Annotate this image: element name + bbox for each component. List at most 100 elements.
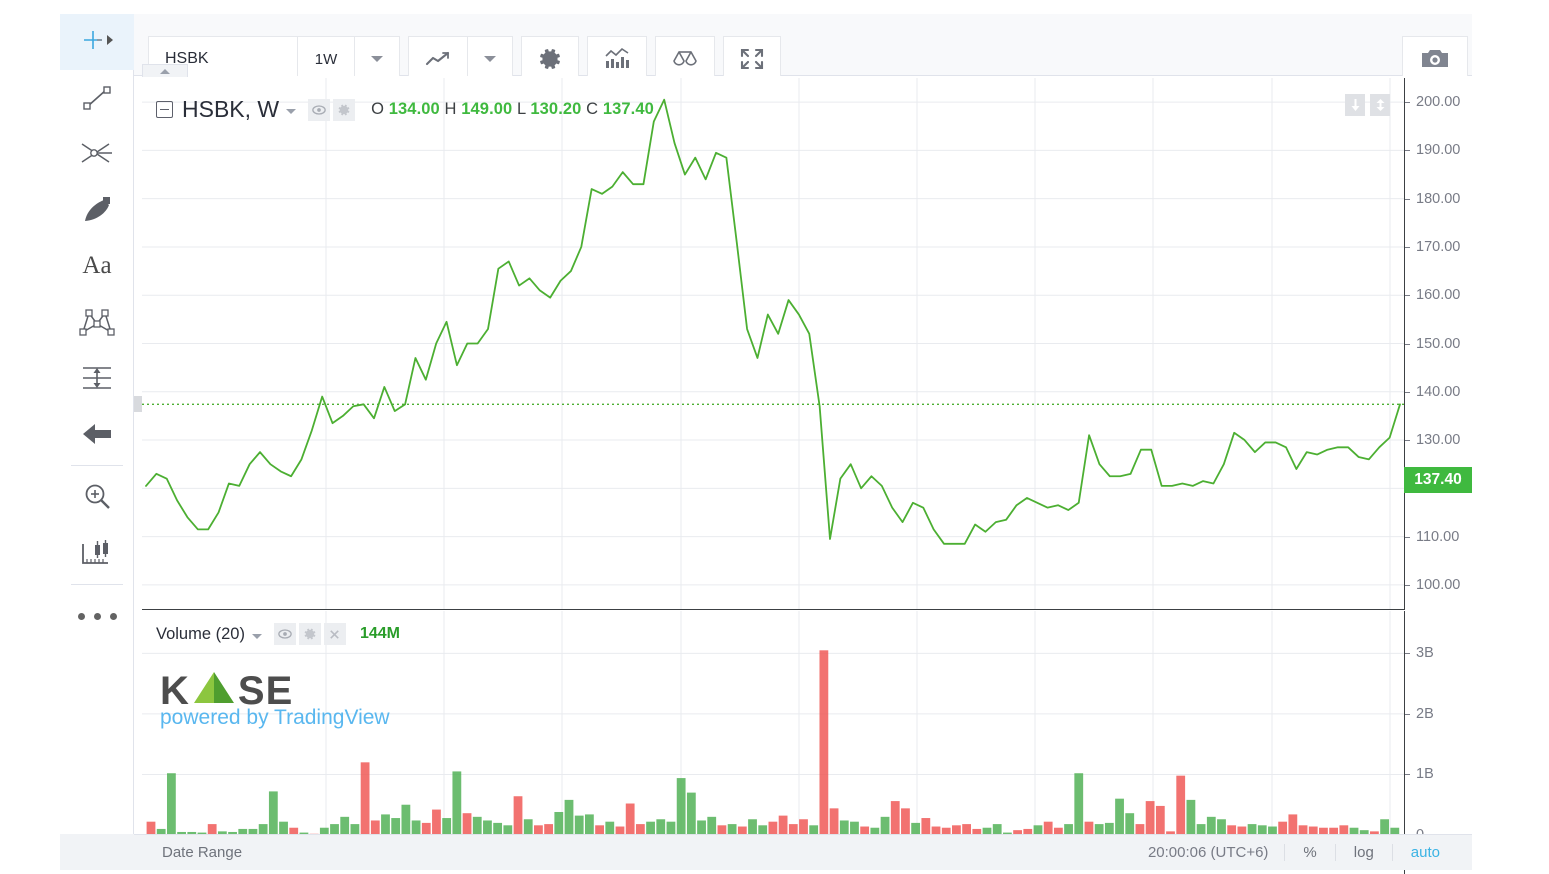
- scroll-to-realtime-icon[interactable]: [1345, 94, 1365, 116]
- gear-icon[interactable]: [298, 623, 321, 645]
- pane-collapse-tab[interactable]: [142, 64, 188, 77]
- volume-axis-label: 2B: [1416, 705, 1434, 722]
- price-pane[interactable]: HSBK, W O 134.00 H 149.00 L 130.20: [134, 78, 1404, 610]
- snapshot-button[interactable]: [1402, 36, 1468, 82]
- collapse-icon[interactable]: [156, 101, 173, 118]
- compare-button[interactable]: [655, 36, 715, 82]
- volume-axis-tick: [1405, 713, 1410, 715]
- top-toolbar: HSBK 1W: [134, 14, 1472, 82]
- text-tool[interactable]: Aa: [60, 238, 134, 294]
- fullscreen-icon: [740, 48, 764, 70]
- toolbar-divider-2: [71, 584, 123, 585]
- chevron-down-icon[interactable]: [286, 109, 297, 114]
- volume-bar-series: [146, 650, 1400, 835]
- price-axis-tick: [1405, 440, 1410, 442]
- volume-axis-label: 3B: [1416, 645, 1434, 662]
- volume-pane[interactable]: K SE powered by TradingView Volume (20): [142, 611, 1404, 847]
- bottom-left-strip: [60, 834, 134, 870]
- chevron-down-icon[interactable]: [251, 633, 262, 639]
- log-scale-button[interactable]: log: [1334, 844, 1392, 861]
- price-axis-tick: [1405, 536, 1410, 538]
- price-axis-tick: [1405, 343, 1410, 345]
- volume-legend-title: Volume (20): [156, 624, 245, 643]
- ohlc-l-value: 130.20: [530, 100, 582, 118]
- volume-legend-icons: [273, 623, 346, 645]
- price-axis-label: 160.00: [1416, 287, 1461, 304]
- price-axis-label: 100.00: [1416, 576, 1461, 593]
- more-tools[interactable]: [60, 588, 134, 644]
- volume-axis[interactable]: 3B2B1B0: [1404, 611, 1472, 847]
- trend-line-tool[interactable]: [60, 70, 134, 126]
- current-price-tag: 137.40: [1404, 467, 1472, 494]
- price-axis-tick: [1405, 198, 1410, 200]
- measure-tool[interactable]: [60, 525, 134, 581]
- price-legend-title: HSBK, W: [182, 96, 280, 122]
- auto-scale-button[interactable]: auto: [1391, 844, 1458, 861]
- price-legend: HSBK, W O 134.00 H 149.00 L 130.20: [156, 96, 654, 123]
- triangle-up-icon: [160, 68, 170, 74]
- close-icon[interactable]: [323, 623, 346, 645]
- ohlc-o-value: 134.00: [388, 100, 440, 118]
- ohlc-c-key: C: [586, 100, 599, 118]
- drawing-toolbar: Aa: [60, 14, 134, 834]
- price-axis-label: 180.00: [1416, 190, 1461, 207]
- price-axis-tick: [1405, 584, 1410, 586]
- line-chart-icon: [425, 51, 450, 66]
- price-line-handle[interactable]: [134, 396, 142, 413]
- price-axis-label: 200.00: [1416, 94, 1461, 111]
- chevron-down-icon: [484, 56, 496, 62]
- chart-settings-button[interactable]: [521, 36, 579, 82]
- ohlc-c-value: 137.40: [602, 100, 654, 118]
- pitchfork-tool[interactable]: [60, 126, 134, 182]
- price-axis[interactable]: 200.00 190.00 180.00 170.00 160.00 150.00 140.…: [1404, 78, 1472, 610]
- ohlc-o-key: O: [371, 100, 385, 118]
- compare-scales-icon: [673, 51, 697, 66]
- price-legend-icons: [308, 98, 356, 121]
- ohlc-values: O 134.00 H 149.00 L 130.20 C 137.40: [371, 100, 654, 119]
- reset-scale-icon[interactable]: [1370, 94, 1390, 116]
- price-axis-tick: [1405, 391, 1410, 393]
- volume-axis-tick: [1405, 774, 1410, 776]
- cross-cursor-tool[interactable]: [60, 14, 134, 70]
- resolution-button[interactable]: 1W: [297, 36, 355, 82]
- zoom-tool[interactable]: [60, 469, 134, 525]
- fullscreen-button[interactable]: [723, 36, 781, 82]
- chevron-down-icon: [371, 56, 383, 62]
- eye-icon[interactable]: [273, 623, 296, 645]
- volume-axis-label: 1B: [1416, 766, 1434, 783]
- price-line-series: [142, 98, 1404, 545]
- chart-style-dropdown-button[interactable]: [467, 36, 513, 82]
- percent-scale-button[interactable]: %: [1284, 844, 1334, 861]
- price-axis-tick: [1405, 102, 1410, 104]
- price-axis-tick: [1405, 295, 1410, 297]
- price-axis-label: 150.00: [1416, 335, 1461, 352]
- eye-icon[interactable]: [308, 98, 331, 121]
- price-axis-label: 140.00: [1416, 383, 1461, 400]
- gear-icon[interactable]: [333, 98, 356, 121]
- toolbar-divider-1: [71, 465, 123, 466]
- price-axis-tick: [1405, 150, 1410, 152]
- volume-value: 144M: [359, 625, 400, 642]
- volume-axis-tick: [1405, 653, 1410, 655]
- status-bar-right: 20:00:06 (UTC+6) % log auto: [1132, 844, 1458, 861]
- elliott-wave-tool[interactable]: [60, 294, 134, 350]
- arrow-marker-tool[interactable]: [60, 406, 134, 462]
- ohlc-h-value: 149.00: [461, 100, 513, 118]
- volume-legend: Volume (20) 144M: [156, 623, 400, 645]
- price-axis-label: 190.00: [1416, 142, 1461, 159]
- camera-icon: [1422, 50, 1448, 67]
- chart-style-button[interactable]: [408, 36, 468, 82]
- price-axis-label: 170.00: [1416, 238, 1461, 255]
- brush-tool[interactable]: [60, 182, 134, 238]
- date-range-button[interactable]: Date Range: [162, 844, 243, 861]
- text-tool-label: Aa: [82, 252, 112, 279]
- gear-icon: [540, 49, 560, 69]
- more-dots-icon: [77, 612, 117, 620]
- ohlc-l-key: L: [517, 100, 526, 118]
- forecast-tool[interactable]: [60, 350, 134, 406]
- scroll-buttons-group: [1345, 94, 1390, 116]
- snapshot-group: [1402, 36, 1468, 82]
- price-axis-label: 110.00: [1416, 528, 1460, 545]
- chart-container: HSBK, W O 134.00 H 149.00 L 130.20: [134, 64, 1472, 874]
